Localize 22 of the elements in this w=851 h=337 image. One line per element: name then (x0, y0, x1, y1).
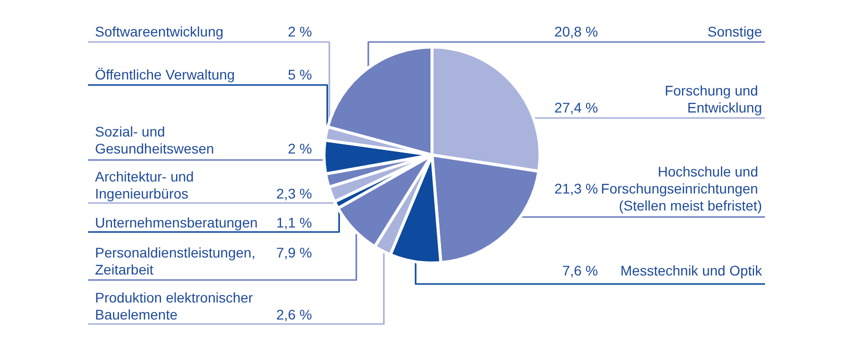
slice-label: Unternehmensberatungen (95, 214, 258, 230)
data-label: 2,3 % (276, 186, 312, 202)
slice-label: Sonstige (708, 24, 762, 40)
data-label: 2 % (288, 140, 312, 156)
slice-label: Produktion elektronischer Bauelemente (95, 290, 257, 322)
data-label: 7,6 % (562, 262, 598, 278)
slice-label: Architektur- und Ingenieurbüros (95, 168, 198, 202)
data-label: 7,9 % (276, 244, 312, 260)
data-label: 1,1 % (276, 214, 312, 230)
slice-label: Messtechnik und Optik (620, 262, 763, 278)
slice-label: Forschung und Entwicklung (664, 82, 762, 116)
data-label: 21,3 % (554, 180, 598, 196)
data-label: 20,8 % (554, 24, 598, 40)
slice-label: Personaldienstleistungen, Zeitarbeit (95, 244, 260, 278)
slice-label: Sozial- und Gesundheitswesen (95, 124, 214, 156)
slice-label: Öffentliche Verwaltung (95, 66, 235, 82)
slice-label: Softwareentwicklung (95, 24, 224, 40)
data-label: 5 % (288, 66, 312, 82)
data-label: 2,6 % (276, 306, 312, 322)
slice-label: Hochschule und Forschungseinrichtungen (Stellen meist befristet) (600, 164, 762, 214)
data-label: 27,4 % (554, 100, 598, 116)
data-label: 2 % (288, 24, 312, 40)
